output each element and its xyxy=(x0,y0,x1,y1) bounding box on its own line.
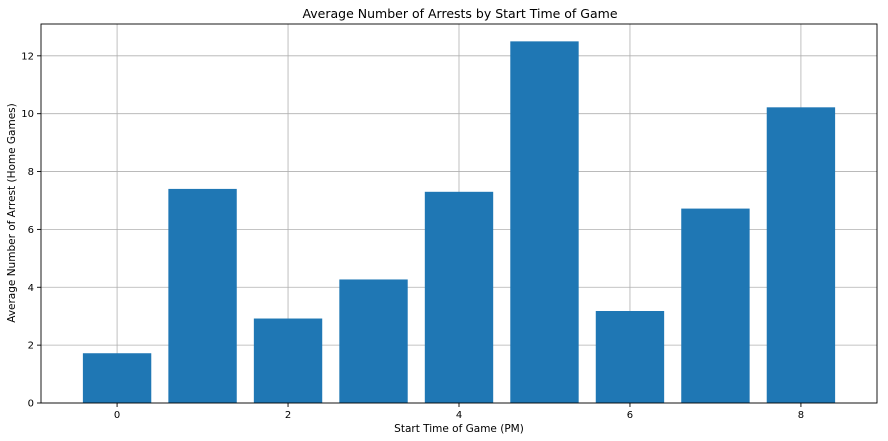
bar xyxy=(253,318,323,403)
x-tick-label: 2 xyxy=(285,410,291,421)
y-tick-label: 12 xyxy=(21,51,34,62)
bar xyxy=(168,188,237,403)
y-axis-label: Average Number of Arrest (Home Games) xyxy=(6,103,18,323)
y-tick-label: 4 xyxy=(28,283,34,294)
y-tick-label: 10 xyxy=(21,109,34,120)
bar xyxy=(510,41,579,404)
ticks: 0 2 4 6 8 0 2 4 6 8 10 12 xyxy=(21,51,804,421)
bar xyxy=(595,310,665,403)
bar xyxy=(681,208,750,403)
chart-title: Average Number of Arrests by Start Time … xyxy=(302,6,617,21)
bar xyxy=(339,279,408,403)
y-tick-label: 6 xyxy=(28,225,34,236)
bars xyxy=(82,41,836,404)
x-axis-label: Start Time of Game (PM) xyxy=(394,423,524,435)
y-tick-label: 8 xyxy=(28,167,34,178)
bar xyxy=(766,107,836,403)
x-tick-label: 4 xyxy=(456,410,462,421)
x-tick-label: 0 xyxy=(114,410,120,421)
y-tick-label: 2 xyxy=(28,341,34,352)
x-tick-label: 6 xyxy=(627,410,633,421)
y-tick-label: 0 xyxy=(28,399,34,410)
x-tick-label: 8 xyxy=(798,410,804,421)
bar xyxy=(82,353,152,403)
bar xyxy=(424,191,494,403)
